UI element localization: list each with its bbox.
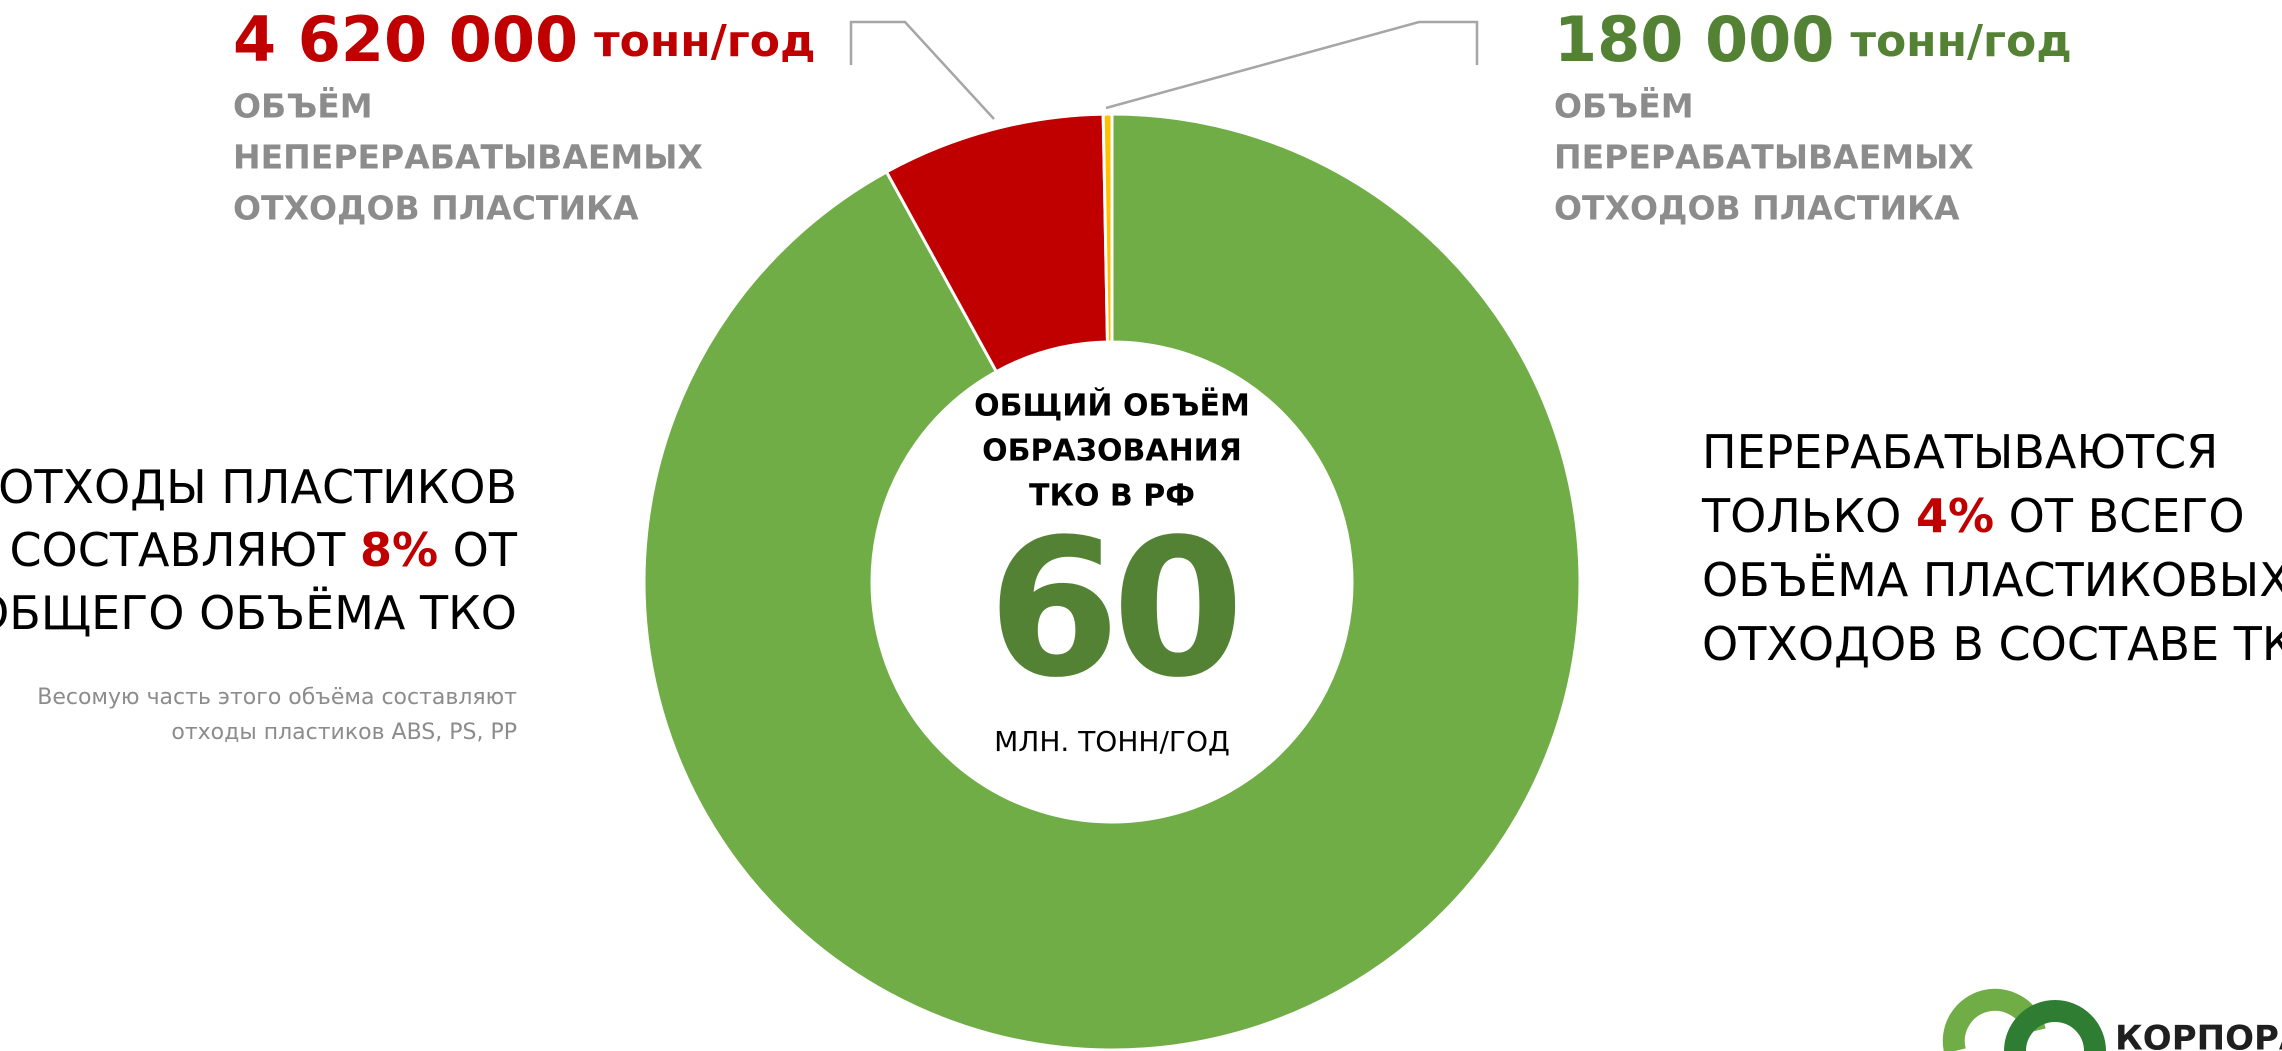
- note-segment: СОСТАВЛЯЮТ: [9, 523, 360, 577]
- note-segment: ОБЩЕГО ОБЪЁМА ТКО: [0, 586, 517, 640]
- note-segment: ТОЛЬКО: [1701, 489, 1916, 543]
- donut-slice: [642, 112, 1582, 1051]
- footnote: отходы пластиков ABS, PS, PP: [171, 720, 517, 745]
- slice-label: ОТХОДОВ ПЛАСТИКА: [233, 189, 639, 228]
- slice-label: ОБЪЁМ: [233, 86, 373, 126]
- note-line: СОСТАВЛЯЮТ 8% ОТ: [9, 523, 517, 577]
- note-segment: 8%: [360, 523, 438, 577]
- slice-label: ОТХОДОВ ПЛАСТИКА: [1554, 189, 1960, 228]
- leader-line: [849, 20, 995, 120]
- note-segment: ОТХОДЫ ПЛАСТИКОВ: [0, 460, 517, 514]
- slice-label: ОБЪЁМ: [1554, 86, 1694, 126]
- center-value: 60: [988, 498, 1236, 719]
- note-line: ПЕРЕРАБАТЫВАЮТСЯ: [1702, 425, 2218, 479]
- value-number: 4 620 000: [233, 3, 578, 76]
- slice-label: НЕПЕРЕРАБАТЫВАЕМЫХ: [233, 138, 703, 177]
- logo-mark: [2004, 1000, 2106, 1051]
- value-number: 180 000: [1554, 3, 1834, 76]
- note-line: ОТХОДЫ ПЛАСТИКОВ: [0, 460, 517, 514]
- value-label: 4 620 000 тонн/год: [233, 3, 816, 76]
- leader-line: [1105, 20, 1479, 110]
- note-line: ТОЛЬКО 4% ОТ ВСЕГО: [1701, 489, 2245, 543]
- center-title: ОБЩИЙ ОБЪЁМ: [974, 388, 1250, 424]
- center-title: ОБРАЗОВАНИЯ: [982, 434, 1242, 469]
- value-label: 180 000 тонн/год: [1554, 3, 2072, 76]
- leader-lines: [849, 20, 1479, 120]
- note-segment: ПЕРЕРАБАТЫВАЮТСЯ: [1702, 425, 2218, 479]
- center-title: ТКО В РФ: [1029, 479, 1195, 514]
- note-segment: 4%: [1916, 489, 1994, 543]
- logo-text: КОРПОРА: [2115, 1019, 2282, 1051]
- footnote: Весомую часть этого объёма составляют: [37, 685, 517, 710]
- logo: КОРПОРА: [1942, 988, 2282, 1051]
- note-segment: ОТ ВСЕГО: [1994, 489, 2245, 543]
- note-segment: ОТХОДОВ В СОСТАВЕ ТКО: [1702, 617, 2282, 671]
- center-unit: МЛН. ТОНН/ГОД: [994, 725, 1230, 758]
- note-line: ОБЩЕГО ОБЪЁМА ТКО: [0, 586, 517, 640]
- note-segment: ОБЪЁМА ПЛАСТИКОВЫХ: [1702, 553, 2282, 607]
- slice-label: ПЕРЕРАБАТЫВАЕМЫХ: [1554, 138, 1974, 177]
- value-unit: тонн/год: [594, 16, 815, 67]
- value-unit: тонн/год: [1850, 16, 2071, 67]
- note-line: ОТХОДОВ В СОСТАВЕ ТКО: [1702, 617, 2282, 671]
- donut-slice: [1101, 112, 1114, 344]
- note-segment: ОТ: [438, 523, 518, 577]
- note-line: ОБЪЁМА ПЛАСТИКОВЫХ: [1702, 553, 2282, 607]
